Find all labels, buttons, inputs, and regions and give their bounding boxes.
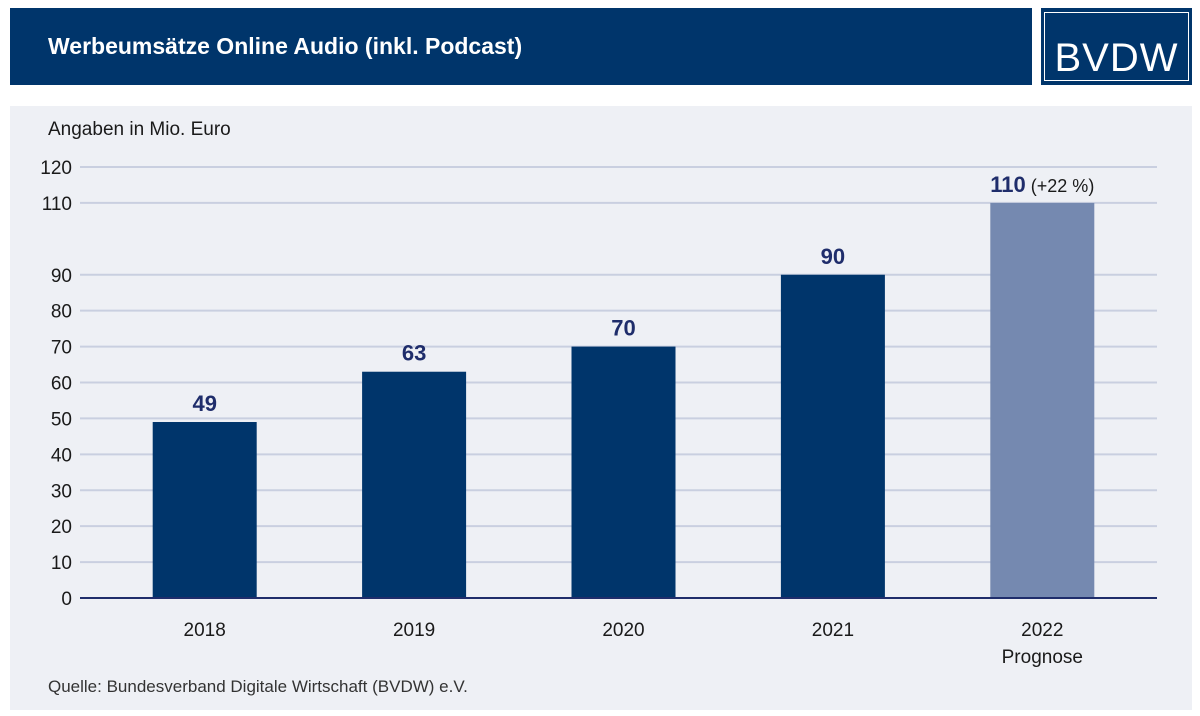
bar — [362, 371, 467, 598]
y-tick-label: 10 — [51, 553, 72, 574]
bvdw-logo: BVDW — [1041, 8, 1192, 85]
y-tick-label: 20 — [51, 517, 72, 538]
y-tick-label: 50 — [51, 409, 72, 430]
y-tick-label: 30 — [51, 481, 72, 502]
chart-title: Werbeumsätze Online Audio (inkl. Podcast… — [48, 33, 523, 59]
y-tick-label: 70 — [51, 338, 72, 359]
x-tick-sublabel: Prognose — [1002, 647, 1083, 668]
y-tick-label: 110 — [42, 194, 72, 215]
y-tick-label: 60 — [51, 374, 72, 395]
logo-text: BVDW — [1054, 36, 1179, 80]
data-label: 70 — [611, 316, 635, 341]
source-note: Quelle: Bundesverband Digitale Wirtschaf… — [48, 677, 468, 696]
x-tick-label: 2021 — [812, 620, 854, 641]
y-tick-label: 120 — [40, 158, 72, 179]
data-label: 110 (+22 %) — [990, 172, 1094, 197]
bar — [780, 274, 885, 598]
data-label: 63 — [402, 341, 426, 366]
x-tick-label: 2022 — [1021, 620, 1063, 641]
y-axis-label: Angaben in Mio. Euro — [48, 119, 231, 140]
bar — [571, 346, 676, 598]
y-tick-label: 80 — [51, 302, 72, 323]
bar — [990, 202, 1095, 598]
title-bar: Werbeumsätze Online Audio (inkl. Podcast… — [10, 8, 1032, 85]
x-tick-label: 2019 — [393, 620, 435, 641]
logo-frame — [1044, 12, 1189, 81]
y-tick-label: 0 — [61, 589, 72, 610]
x-tick-label: 2020 — [602, 620, 644, 641]
y-tick-label: 90 — [51, 266, 72, 287]
data-label: 49 — [192, 391, 216, 416]
bar — [152, 422, 257, 598]
data-label: 90 — [821, 244, 845, 269]
x-tick-label: 2018 — [184, 620, 226, 641]
y-tick-label: 40 — [51, 445, 72, 466]
